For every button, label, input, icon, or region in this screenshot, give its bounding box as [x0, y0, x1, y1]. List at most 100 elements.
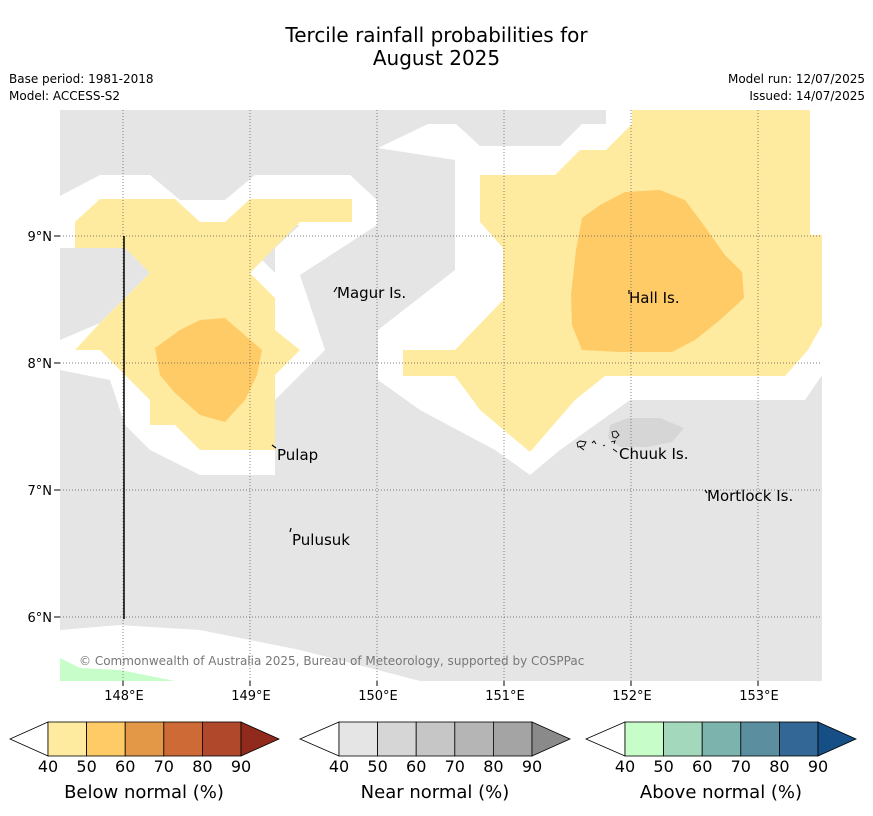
map-area: Magur Is. Hall Is. Pulap Chuuk Is. Mortl… — [60, 110, 822, 681]
above-swatch-90 — [779, 721, 819, 757]
near-swatch-60 — [377, 721, 417, 757]
above-normal-label: Above normal (%) — [640, 782, 802, 803]
longitude-labels: 148°E 149°E 150°E 151°E 152°E 153°E — [104, 689, 779, 704]
model-text: Model: ACCESS-S2 — [9, 89, 121, 103]
place-label-hall: Hall Is. — [629, 289, 680, 307]
chuuk-islands-shape — [576, 430, 620, 453]
title-line-2: August 2025 — [372, 46, 501, 70]
near-ticks: 40 50 60 70 80 90 — [329, 757, 542, 776]
below-tick-40: 40 — [38, 757, 58, 776]
mortlock-island-shape — [704, 489, 708, 494]
below-ticks: 40 50 60 70 80 90 — [38, 757, 251, 776]
below-60-west — [155, 318, 262, 422]
pulusuk-island-shape — [289, 527, 292, 533]
longitude-ticks — [122, 681, 759, 686]
chuuk-island-e — [611, 430, 620, 439]
colorbar-above-normal: 40 50 60 70 80 90 Above normal (%) — [584, 721, 857, 803]
near-tick-40: 40 — [329, 757, 349, 776]
lon-label-152e: 152°E — [612, 689, 652, 704]
below-tick-80: 80 — [192, 757, 212, 776]
base-period-text: Base period: 1981-2018 — [9, 72, 154, 86]
model-run-text: Model run: 12/07/2025 — [727, 72, 865, 86]
near-tick-70: 70 — [445, 757, 465, 776]
white-band-south — [60, 625, 420, 681]
near-swatch-70 — [415, 721, 456, 757]
near-tick-60: 60 — [406, 757, 426, 776]
issued-text: Issued: 14/07/2025 — [749, 89, 865, 103]
gridlines — [60, 110, 822, 681]
below-swatch-90 — [201, 721, 242, 757]
lon-label-149e: 149°E — [231, 689, 271, 704]
near-tick-90: 90 — [522, 757, 542, 776]
place-labels: Magur Is. Hall Is. Pulap Chuuk Is. Mortl… — [277, 284, 793, 549]
place-label-magur: Magur Is. — [337, 284, 406, 302]
above-ticks: 40 50 60 70 80 90 — [615, 757, 828, 776]
lon-label-150e: 150°E — [358, 689, 398, 704]
grey-gap-1 — [60, 248, 150, 340]
lat-label-7n: 7°N — [28, 484, 53, 499]
above-tick-60: 60 — [692, 757, 712, 776]
pulap-island-shape — [271, 444, 277, 449]
copyright-text: © Commonwealth of Australia 2025, Bureau… — [79, 654, 584, 668]
lat-label-6n: 6°N — [28, 611, 53, 626]
below-tick-50: 50 — [76, 757, 96, 776]
lat-label-9n: 9°N — [28, 230, 53, 245]
below-swatch-80 — [163, 721, 203, 757]
near-normal-label: Near normal (%) — [361, 782, 510, 803]
place-label-pulap: Pulap — [277, 446, 318, 464]
near-swatch-under — [298, 721, 340, 757]
chuuk-island-d — [602, 444, 606, 447]
above-tick-70: 70 — [731, 757, 751, 776]
near-swatch-over — [531, 721, 571, 757]
below-60-east — [571, 190, 744, 352]
near-swatch-80 — [454, 721, 494, 757]
magur-island-shape — [333, 286, 338, 293]
near-normal-60-blob — [608, 418, 684, 447]
place-label-chuuk: Chuuk Is. — [619, 445, 688, 463]
above-swatch-over — [817, 721, 857, 757]
lon-label-153e: 153°E — [739, 689, 779, 704]
chuuk-island-a — [576, 440, 587, 448]
near-swatch-50 — [338, 721, 378, 757]
place-label-mortlock: Mortlock Is. — [707, 487, 793, 505]
chuuk-island-b — [579, 446, 585, 451]
below-swatch-under — [9, 721, 49, 757]
lat-label-8n: 8°N — [28, 357, 53, 372]
near-tick-50: 50 — [367, 757, 387, 776]
below-swatch-70 — [124, 721, 165, 757]
below-tick-60: 60 — [115, 757, 135, 776]
below-swatch-50 — [47, 721, 87, 757]
above-normal-50-region — [60, 658, 175, 681]
latitude-labels: 9°N 8°N 7°N 6°N — [28, 230, 53, 626]
chuuk-island-c — [591, 440, 597, 445]
metadata-right: Model run: 12/07/2025 Issued: 14/07/2025 — [728, 71, 865, 105]
lon-label-151e: 151°E — [485, 689, 525, 704]
island-markers — [271, 286, 708, 533]
above-swatch-under — [584, 721, 626, 757]
below-tick-70: 70 — [154, 757, 174, 776]
title-line-1: Tercile rainfall probabilities for — [285, 23, 588, 47]
below-normal-60-regions — [155, 190, 744, 422]
near-swatch-90 — [492, 721, 533, 757]
below-swatch-60 — [86, 721, 126, 757]
above-swatch-60 — [663, 721, 703, 757]
latitude-ticks — [54, 235, 60, 618]
chuuk-island-g — [612, 448, 618, 453]
below-tick-90: 90 — [231, 757, 251, 776]
colorbar-below-normal: 40 50 60 70 80 90 Below normal (%) — [9, 721, 280, 803]
place-label-pulusuk: Pulusuk — [292, 531, 350, 549]
above-tick-50: 50 — [653, 757, 673, 776]
below-normal-label: Below normal (%) — [64, 782, 224, 803]
above-swatch-70 — [701, 721, 742, 757]
chuuk-island-f — [610, 440, 616, 445]
below-swatch-over — [240, 721, 280, 757]
above-tick-90: 90 — [808, 757, 828, 776]
above-swatch-50 — [624, 721, 664, 757]
above-tick-40: 40 — [615, 757, 635, 776]
metadata-left: Base period: 1981-2018 Model: ACCESS-S2 — [9, 71, 154, 105]
above-swatch-80 — [740, 721, 780, 757]
lon-label-148e: 148°E — [104, 689, 144, 704]
near-tick-80: 80 — [483, 757, 503, 776]
colorbar-near-normal: 40 50 60 70 80 90 Near normal (%) — [298, 721, 571, 803]
